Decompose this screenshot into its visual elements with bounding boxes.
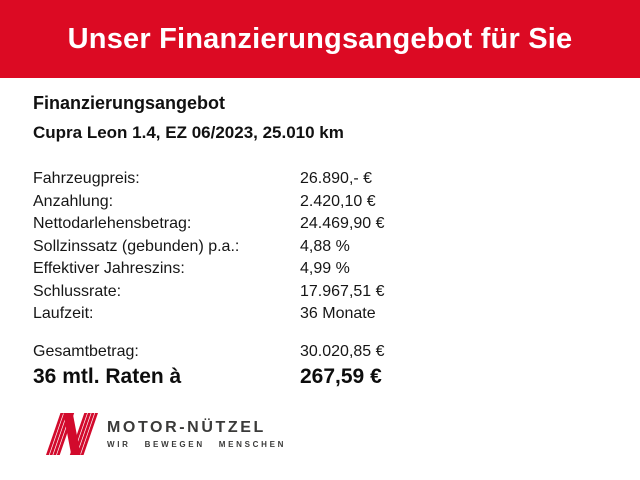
total-value: 30.020,85 € (300, 342, 385, 360)
row-label: Nettodarlehensbetrag: (33, 215, 192, 233)
table-row: Schlussrate: 17.967,51 € (33, 281, 613, 304)
row-value: 24.469,90 € (300, 215, 385, 233)
row-label: Schlussrate: (33, 282, 122, 300)
row-label: Laufzeit: (33, 305, 94, 323)
header-banner: Unser Finanzierungsangebot für Sie (0, 0, 640, 78)
logo-text-block: MOTOR-NÜTZEL WIR BEWEGEN MENSCHEN (107, 406, 286, 449)
logo-tagline: WIR BEWEGEN MENSCHEN (107, 440, 287, 449)
header-title: Unser Finanzierungsangebot für Sie (67, 22, 573, 55)
offer-heading: Finanzierungsangebot (33, 93, 226, 113)
table-row: Fahrzeugpreis: 26.890,- € (33, 168, 613, 191)
table-row: Effektiver Jahreszins: 4,99 % (33, 258, 613, 281)
row-value: 4,88 % (300, 237, 350, 255)
monthly-rate-row: 36 mtl. Raten à 267,59 € (33, 363, 613, 390)
table-row: Laufzeit: 36 Monate (33, 303, 613, 326)
table-row: Sollzinssatz (gebunden) p.a.: 4,88 % (33, 236, 613, 259)
financing-table: Fahrzeugpreis: 26.890,- € Anzahlung: 2.4… (33, 168, 613, 390)
row-label: Effektiver Jahreszins: (33, 260, 185, 278)
monthly-rate-value: 267,59 € (300, 364, 382, 388)
offer-intro: Finanzierungsangebot Cupra Leon 1.4, EZ … (33, 93, 613, 143)
striped-n-icon (46, 406, 98, 462)
dealer-logo: MOTOR-NÜTZEL WIR BEWEGEN MENSCHEN (46, 406, 286, 462)
vehicle-description: Cupra Leon 1.4, EZ 06/2023, 25.010 km (33, 123, 344, 142)
monthly-rate-label: 36 mtl. Raten à (33, 364, 182, 388)
row-label: Sollzinssatz (gebunden) p.a.: (33, 237, 240, 255)
row-label: Fahrzeugpreis: (33, 170, 140, 188)
row-value: 17.967,51 € (300, 282, 385, 300)
row-value: 2.420,10 € (300, 192, 376, 210)
logo-brand-name: MOTOR-NÜTZEL (107, 419, 266, 436)
table-row: Anzahlung: 2.420,10 € (33, 191, 613, 214)
row-value: 36 Monate (300, 305, 376, 323)
total-row: Gesamtbetrag: 30.020,85 € (33, 341, 613, 364)
row-value: 26.890,- € (300, 170, 373, 188)
row-value: 4,99 % (300, 260, 350, 278)
total-label: Gesamtbetrag: (33, 342, 139, 360)
table-row: Nettodarlehensbetrag: 24.469,90 € (33, 213, 613, 236)
row-label: Anzahlung: (33, 192, 114, 210)
